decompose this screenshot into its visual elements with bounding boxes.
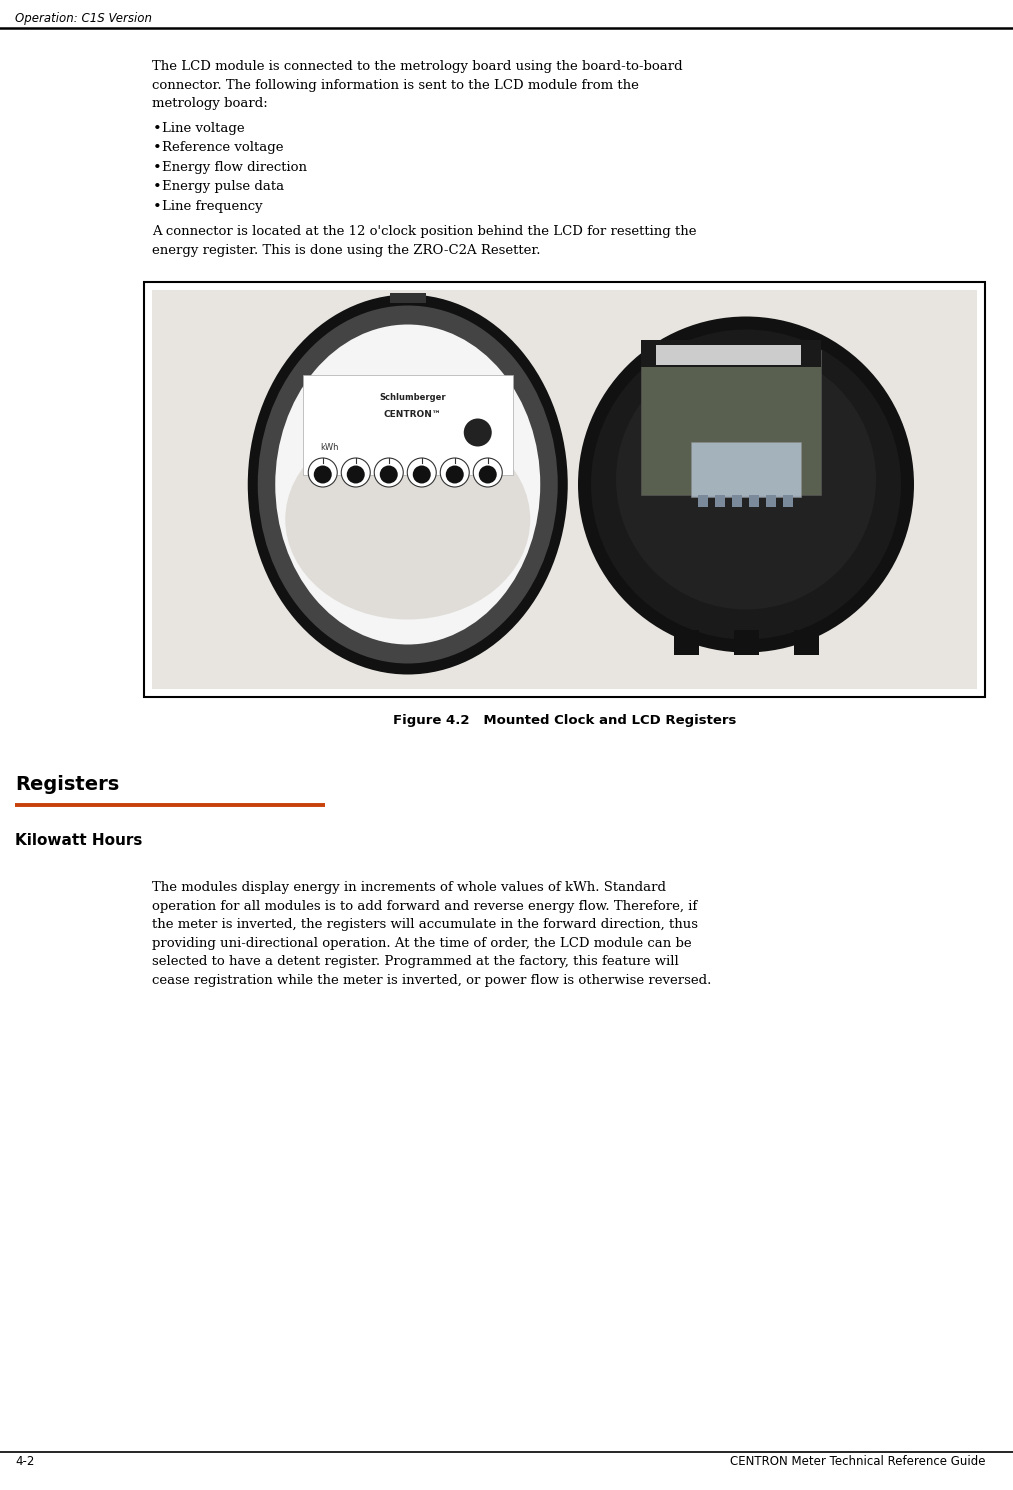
Bar (303, 374, 513, 474)
Circle shape (314, 465, 331, 483)
Circle shape (341, 457, 370, 487)
Circle shape (308, 457, 337, 487)
Bar (144, 282, 985, 697)
Circle shape (407, 457, 437, 487)
Bar (656, 344, 801, 365)
Text: 4-2: 4-2 (15, 1456, 34, 1468)
Circle shape (446, 465, 464, 483)
Circle shape (380, 465, 398, 483)
Text: CENTRON™: CENTRON™ (384, 410, 442, 419)
Circle shape (479, 465, 496, 483)
Text: Figure 4.2   Mounted Clock and LCD Registers: Figure 4.2 Mounted Clock and LCD Registe… (393, 714, 736, 727)
Text: cease registration while the meter is inverted, or power flow is otherwise rever: cease registration while the meter is in… (152, 973, 711, 986)
Bar (390, 292, 425, 302)
Text: the meter is inverted, the registers will accumulate in the forward direction, t: the meter is inverted, the registers wil… (152, 918, 698, 931)
Circle shape (346, 465, 365, 483)
Text: •: • (153, 180, 162, 194)
Text: A connector is located at the 12 o'clock position behind the LCD for resetting t: A connector is located at the 12 o'clock… (152, 225, 697, 238)
Text: metrology board:: metrology board: (152, 97, 267, 110)
Bar (674, 629, 699, 654)
Text: CENTRON Meter Technical Reference Guide: CENTRON Meter Technical Reference Guide (729, 1456, 985, 1468)
Text: kWh: kWh (320, 443, 338, 451)
Bar (691, 441, 801, 496)
Text: Kilowatt Hours: Kilowatt Hours (15, 833, 143, 848)
Ellipse shape (276, 325, 540, 645)
Circle shape (374, 457, 403, 487)
Text: •: • (153, 122, 162, 136)
Bar (152, 291, 977, 688)
Ellipse shape (248, 295, 567, 675)
Text: Operation: C1S Version: Operation: C1S Version (15, 12, 152, 25)
Ellipse shape (257, 305, 558, 663)
Text: Line frequency: Line frequency (162, 200, 262, 213)
Bar (766, 495, 776, 507)
Bar (732, 495, 742, 507)
Circle shape (616, 350, 876, 609)
Bar (749, 495, 759, 507)
Text: •: • (153, 200, 162, 213)
Text: Reference voltage: Reference voltage (162, 142, 284, 153)
FancyBboxPatch shape (641, 350, 821, 495)
Text: providing uni-directional operation. At the time of order, the LCD module can be: providing uni-directional operation. At … (152, 937, 692, 949)
Bar (715, 495, 725, 507)
Text: The LCD module is connected to the metrology board using the board-to-board: The LCD module is connected to the metro… (152, 60, 683, 73)
Circle shape (473, 457, 502, 487)
Circle shape (578, 316, 914, 653)
Circle shape (464, 419, 491, 447)
Text: Registers: Registers (15, 775, 120, 794)
Text: Energy pulse data: Energy pulse data (162, 180, 284, 194)
Bar (698, 495, 708, 507)
Text: Line voltage: Line voltage (162, 122, 244, 134)
Text: connector. The following information is sent to the LCD module from the: connector. The following information is … (152, 79, 639, 91)
Text: Energy flow direction: Energy flow direction (162, 161, 307, 173)
Text: •: • (153, 142, 162, 155)
Circle shape (441, 457, 469, 487)
Circle shape (412, 465, 431, 483)
Bar (734, 629, 759, 654)
Text: operation for all modules is to add forward and reverse energy flow. Therefore, : operation for all modules is to add forw… (152, 900, 697, 912)
Ellipse shape (286, 420, 530, 620)
Bar (794, 629, 819, 654)
Circle shape (591, 329, 901, 639)
Text: Schlumberger: Schlumberger (380, 392, 446, 401)
Text: The modules display energy in increments of whole values of kWh. Standard: The modules display energy in increments… (152, 881, 666, 894)
Text: energy register. This is done using the ZRO-C2A Resetter.: energy register. This is done using the … (152, 243, 541, 256)
Bar (641, 340, 821, 367)
Text: •: • (153, 161, 162, 174)
Text: selected to have a detent register. Programmed at the factory, this feature will: selected to have a detent register. Prog… (152, 955, 679, 968)
Bar (783, 495, 793, 507)
